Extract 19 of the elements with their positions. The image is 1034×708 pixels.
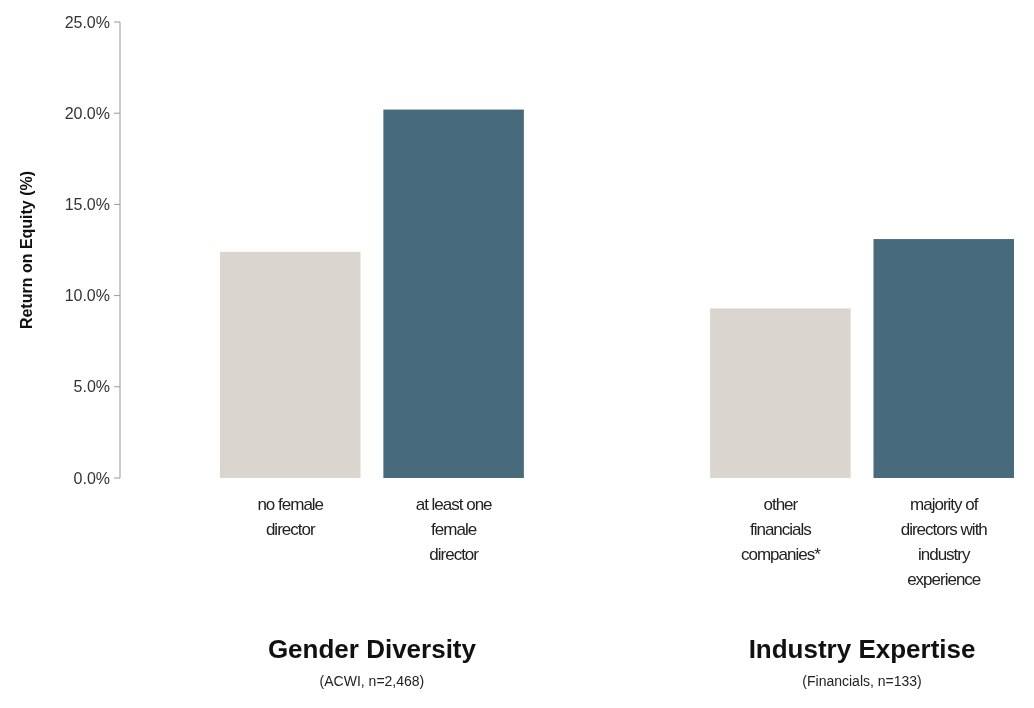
text: (ACWI, n=2,468) — [319, 673, 425, 689]
y-tick-label: 0.0% — [73, 469, 110, 487]
x-tick-label: no female director — [257, 495, 324, 539]
y-tick-label: 25.0% — [64, 13, 110, 31]
text: Gender Diversity — [267, 634, 477, 664]
bar — [873, 239, 1014, 478]
text: Industry Expertise — [748, 634, 976, 664]
y-tick-label: 5.0% — [73, 378, 110, 396]
y-tick-label: 20.0% — [64, 104, 110, 122]
x-tick-label: at least one female director — [415, 495, 493, 564]
y-axis-title: Return on Equity (%) — [18, 170, 35, 330]
x-tick-label: majority of directors with industry experience — [900, 495, 988, 589]
y-tick-label: 10.0% — [64, 287, 110, 305]
text: (Financials, n=133) — [802, 673, 922, 689]
x-tick-label: other financials companies* — [740, 495, 822, 564]
bar — [220, 251, 361, 478]
y-tick-label: 15.0% — [64, 196, 110, 213]
bar — [710, 308, 851, 478]
bar — [383, 109, 524, 478]
